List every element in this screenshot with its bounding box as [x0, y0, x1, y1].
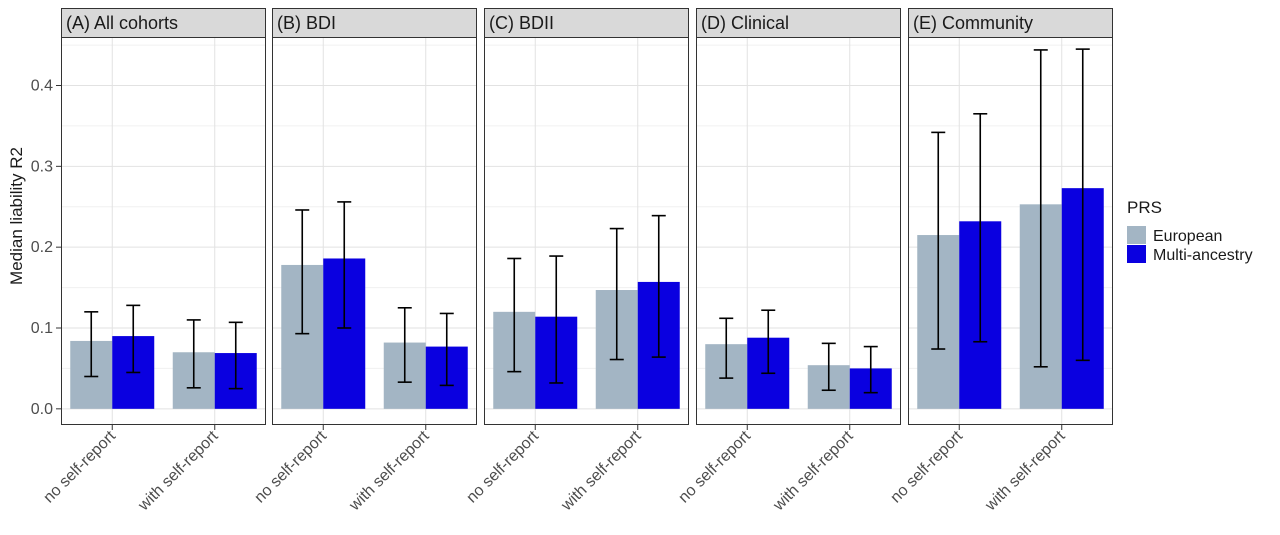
strip-header: [696, 8, 901, 38]
strip-label: (B) BDI: [277, 13, 336, 33]
error-bar: [126, 304, 141, 374]
error-bar: [228, 321, 243, 390]
facet-panel: (E) Community no self-report with self-rep…: [887, 8, 1113, 515]
error-bar: [931, 131, 946, 350]
x-tick-label: with self-report: [982, 427, 1069, 514]
x-tick-label: no self-report: [463, 427, 542, 506]
error-bar: [295, 209, 310, 335]
legend-key: [1127, 226, 1146, 244]
error-bar: [609, 227, 624, 361]
x-tick-label: no self-report: [887, 427, 966, 506]
x-tick-label: with self-report: [135, 427, 222, 514]
x-tick-label: with self-report: [558, 427, 645, 514]
error-bar: [397, 306, 412, 383]
facet-panel: (D) Clinical no self-report with self-repo…: [675, 8, 901, 515]
error-bar: [821, 342, 836, 392]
legend-title: PRS: [1127, 198, 1162, 217]
strip-header: [272, 8, 477, 38]
strip-header: [484, 8, 689, 38]
x-tick-label: no self-report: [40, 427, 119, 506]
y-tick-label: 0.4: [31, 78, 53, 95]
facet-panel: (A) All cohorts no self-report with self-r…: [40, 8, 266, 515]
error-bar: [761, 309, 776, 375]
y-tick-label: 0.1: [31, 320, 53, 337]
y-axis: 0.0 0.1 0.2 0.3 0.4: [31, 78, 61, 418]
strip-label: (D) Clinical: [701, 13, 789, 33]
y-tick-label: 0.2: [31, 239, 53, 256]
y-tick-label: 0.3: [31, 158, 53, 175]
strip-header: [61, 8, 266, 38]
x-tick-label: no self-report: [675, 427, 754, 506]
error-bar: [719, 317, 734, 379]
legend: PRS European Multi-ancestry: [1127, 198, 1253, 264]
error-bar: [439, 312, 454, 387]
error-bar: [651, 214, 666, 358]
error-bar: [549, 255, 564, 384]
error-bar: [863, 345, 878, 394]
legend-label: Multi-ancestry: [1153, 247, 1253, 264]
error-bar: [973, 112, 988, 343]
strip-label: (E) Community: [913, 13, 1033, 33]
legend-key: [1127, 245, 1146, 263]
x-tick-label: with self-report: [770, 427, 857, 514]
error-bar: [1033, 49, 1048, 368]
y-axis-title: Median liability R2: [7, 147, 26, 285]
error-bar: [1075, 48, 1090, 362]
error-bar: [84, 311, 99, 378]
error-bar: [186, 319, 201, 389]
x-tick-label: with self-report: [346, 427, 433, 514]
y-tick-label: 0.0: [31, 401, 53, 418]
error-bar: [337, 201, 352, 329]
strip-header: [908, 8, 1113, 38]
legend-label: European: [1153, 228, 1222, 245]
error-bar: [507, 257, 522, 373]
facet-panel: (C) BDII no self-report with self-report: [463, 8, 689, 515]
facet-panel: (B) BDI no self-report with self-report: [251, 8, 477, 515]
x-tick-label: no self-report: [251, 427, 330, 506]
strip-label: (C) BDII: [489, 13, 554, 33]
strip-label: (A) All cohorts: [66, 13, 178, 33]
